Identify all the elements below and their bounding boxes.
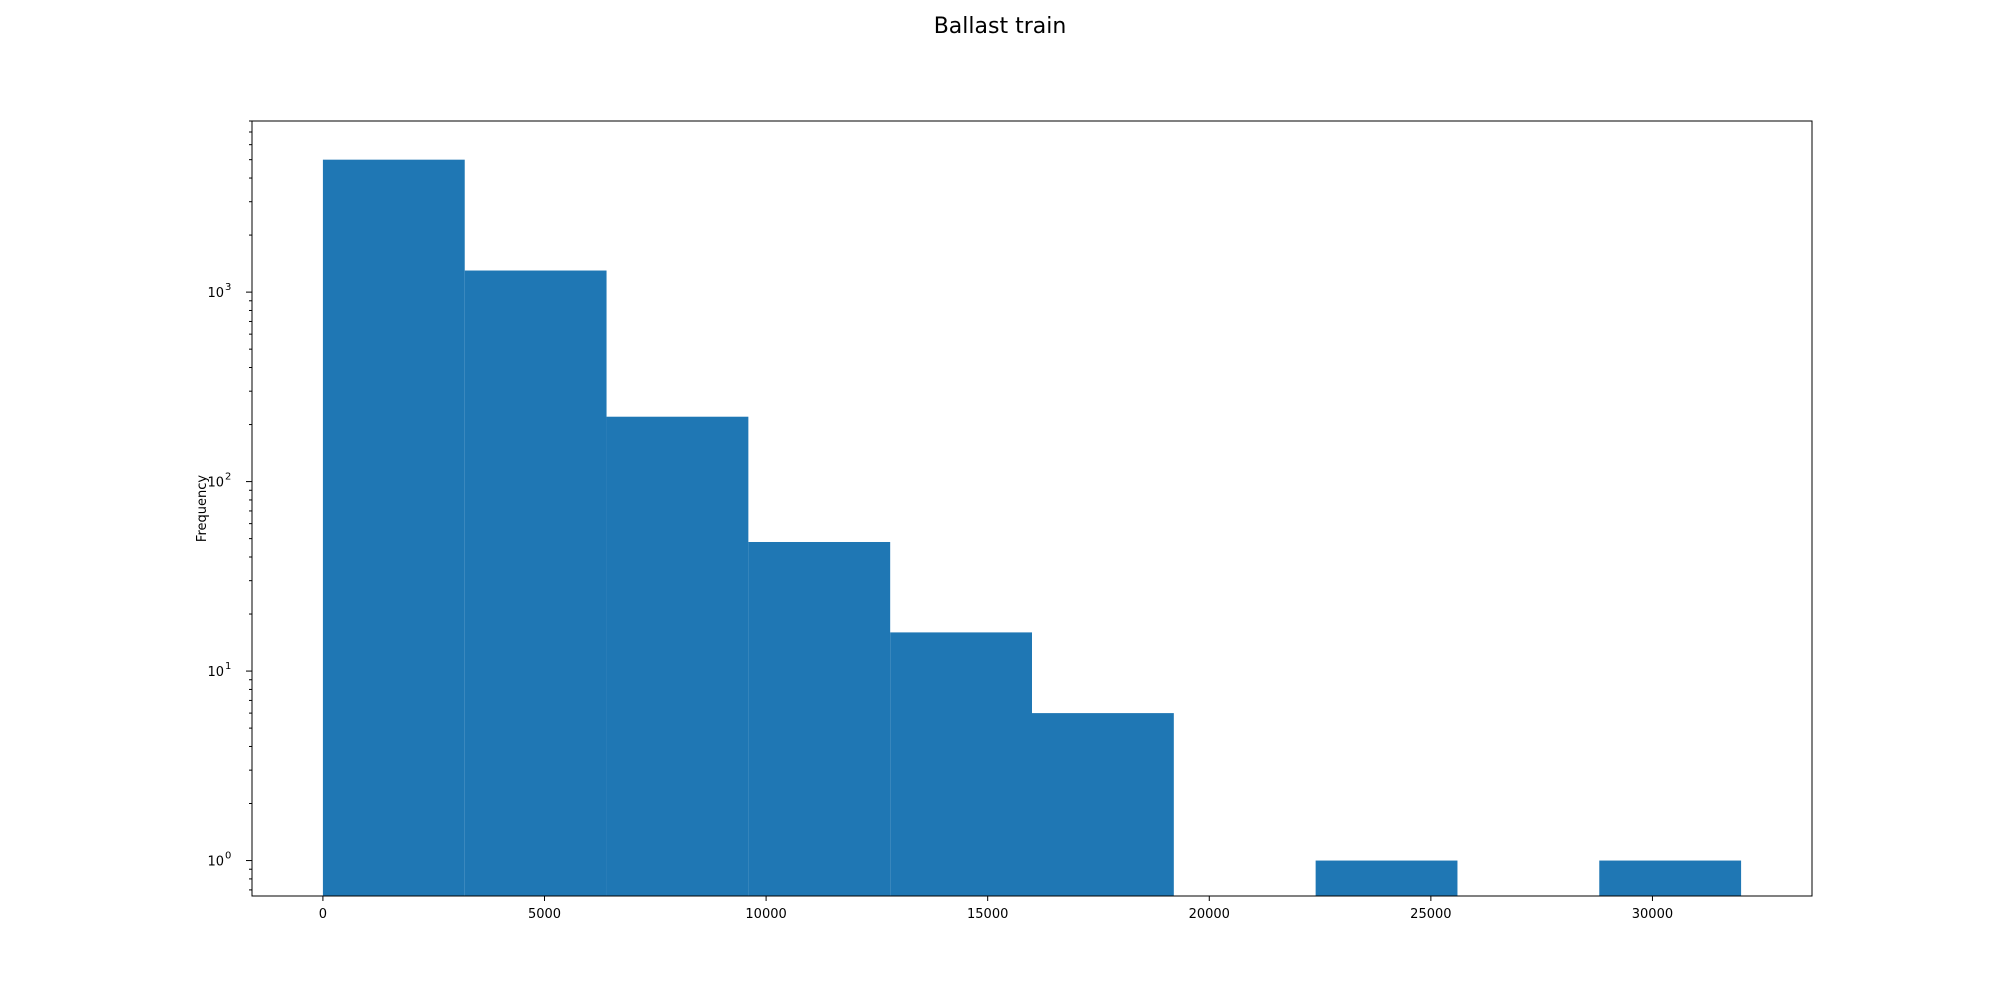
histogram-bar: [322, 159, 465, 896]
x-tick-label: 25000: [1410, 907, 1451, 922]
histogram-bar: [606, 416, 749, 896]
x-axis-ticks: 0 5000 10000 15000 20000 25000 30000: [319, 896, 1673, 922]
y-tick-label: 10: [207, 855, 224, 870]
y-tick-label: 10: [207, 665, 224, 680]
histogram-bar: [1315, 860, 1458, 896]
x-tick-label: 15000: [967, 907, 1008, 922]
bars-group: [322, 159, 1742, 896]
y-tick-label: 10: [207, 476, 224, 491]
chart-title: Ballast train: [933, 14, 1067, 39]
x-tick-label: 30000: [1632, 907, 1673, 922]
y-tick-label: 10: [207, 286, 224, 301]
y-tick-exponent: 2: [225, 472, 231, 483]
x-tick-label: 5000: [528, 907, 561, 922]
x-tick-label: 10000: [745, 907, 786, 922]
y-tick-exponent: 1: [225, 661, 231, 672]
histogram-bar: [464, 270, 607, 896]
y-axis-label: Frequency: [195, 475, 210, 542]
histogram-bar: [1032, 713, 1174, 896]
x-tick-label: 0: [319, 907, 327, 922]
histogram-bar: [890, 632, 1032, 896]
plot-frame: [251, 120, 1813, 897]
y-tick-exponent: 0: [225, 851, 231, 862]
y-tick-exponent: 3: [225, 282, 231, 293]
histogram-bar: [1599, 860, 1742, 896]
histogram-bar: [748, 541, 891, 896]
x-tick-label: 20000: [1189, 907, 1230, 922]
